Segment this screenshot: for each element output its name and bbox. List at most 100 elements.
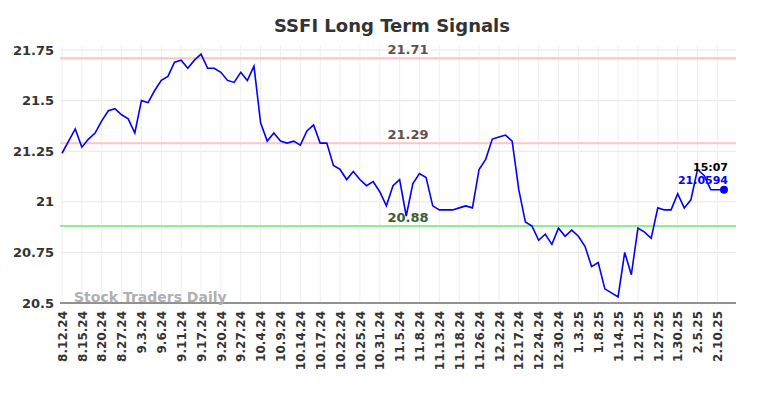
x-tick-label: 10.31.24: [373, 311, 387, 370]
x-tick: 9.20.24: [215, 303, 229, 362]
y-tick-label: 21: [36, 194, 54, 209]
x-tick-label: 1.14.25: [612, 311, 626, 362]
x-tick: 1.27.25: [652, 303, 666, 362]
x-tick: 8.27.24: [115, 303, 129, 362]
x-tick-label: 12.30.24: [552, 311, 566, 370]
x-tick-label: 1.3.25: [572, 311, 586, 354]
y-axis-line: [60, 47, 61, 304]
y-axis: 20.5 20.75 21 21.25 21.5 21.75: [13, 43, 61, 311]
level-line: [60, 57, 736, 59]
y-tick: 21: [36, 194, 60, 209]
x-tick: 9.17.24: [195, 303, 209, 362]
x-tick-label: 11.26.24: [473, 311, 487, 370]
x-tick: 11.13.24: [433, 303, 447, 370]
level-label: 20.88: [387, 210, 428, 225]
title: SSFI Long Term Signals: [274, 15, 510, 36]
x-tick-label: 10.22.24: [334, 311, 348, 370]
grid-line: [399, 46, 400, 303]
x-tick-label: 2.10.25: [711, 311, 725, 362]
grid-line: [618, 46, 619, 303]
x-tick-label: 10.17.24: [314, 311, 328, 370]
watermark: Stock Traders Daily: [74, 289, 227, 305]
x-tick: 9.3.24: [135, 303, 149, 354]
x-tick: 10.14.24: [294, 303, 308, 370]
y-tick-label: 21.25: [13, 144, 54, 159]
x-tick-label: 11.8.24: [413, 311, 427, 362]
y-tick: 21.5: [22, 93, 60, 108]
x-tick: 10.17.24: [314, 303, 328, 370]
chart: SSFI Long Term Signals 20.5 20.75 21 21.25 21…: [0, 0, 784, 398]
x-tick-label: 12.24.24: [532, 311, 546, 370]
x-tick-label: 10.25.24: [354, 311, 368, 370]
grid-line: [459, 46, 460, 303]
y-tick: 21.25: [13, 144, 60, 159]
x-tick-label: 10.14.24: [294, 311, 308, 370]
x-tick: 2.10.25: [711, 303, 725, 362]
grid-line: [260, 46, 261, 303]
price-line: [62, 54, 724, 297]
x-tick: 8.12.24: [56, 303, 70, 362]
x-tick: 2.5.25: [691, 303, 705, 354]
x-tick: 11.5.24: [393, 303, 407, 362]
x-tick: 1.3.25: [572, 303, 586, 354]
grid-line: [101, 46, 102, 303]
grid-line: [498, 46, 499, 303]
grid-line: [578, 46, 579, 303]
grid-line: [240, 46, 241, 303]
y-tick: 21.75: [13, 43, 60, 58]
grid-line: [320, 46, 321, 303]
y-tick: 20.75: [13, 245, 60, 260]
x-tick: 11.18.24: [453, 303, 467, 370]
grid-line: [62, 46, 63, 303]
level-line: [60, 225, 736, 227]
x-tick-label: 11.18.24: [453, 311, 467, 370]
x-tick: 10.9.24: [274, 303, 288, 362]
y-tick: 20.5: [22, 296, 60, 311]
x-tick-label: 12.2.24: [493, 311, 507, 362]
x-tick-label: 1.30.25: [671, 311, 685, 362]
x-tick: 12.2.24: [493, 303, 507, 362]
x-tick-label: 9.20.24: [215, 311, 229, 362]
x-tick-label: 1.27.25: [652, 311, 666, 362]
x-tick: 10.22.24: [334, 303, 348, 370]
grid-line: [538, 46, 539, 303]
grid-line: [81, 46, 82, 303]
y-tick-label: 21.5: [22, 93, 54, 108]
grid-line: [439, 46, 440, 303]
x-tick: 11.8.24: [413, 303, 427, 362]
x-tick: 9.6.24: [155, 303, 169, 354]
x-tick-label: 12.17.24: [512, 311, 526, 370]
grid-line: [161, 46, 162, 303]
grid-line: [300, 46, 301, 303]
x-tick-label: 1.8.25: [592, 311, 606, 354]
grid-line: [637, 46, 638, 303]
x-tick: 8.15.24: [76, 303, 90, 362]
grid-line: [220, 46, 221, 303]
x-tick-label: 10.4.24: [254, 311, 268, 362]
x-tick: 9.11.24: [175, 303, 189, 362]
x-tick-label: 11.13.24: [433, 311, 447, 370]
x-tick-label: 8.20.24: [95, 311, 109, 362]
level-label: 21.29: [387, 127, 428, 142]
x-tick: 12.24.24: [532, 303, 546, 370]
x-tick: 10.4.24: [254, 303, 268, 362]
grid-line: [181, 46, 182, 303]
x-tick: 1.8.25: [592, 303, 606, 354]
x-tick-label: 9.11.24: [175, 311, 189, 362]
x-tick: 12.17.24: [512, 303, 526, 370]
grid-line: [518, 46, 519, 303]
x-tick-label: 2.5.25: [691, 311, 705, 354]
level-line: [60, 142, 736, 144]
x-tick: 9.27.24: [234, 303, 248, 362]
grid-line: [657, 46, 658, 303]
x-tick: 1.30.25: [671, 303, 685, 362]
grid-line: [558, 46, 559, 303]
x-tick-label: 9.6.24: [155, 311, 169, 354]
plot-area: [60, 54, 736, 297]
y-tick-label: 20.5: [22, 296, 54, 311]
last-time: 15:07: [693, 161, 728, 174]
x-tick-label: 11.5.24: [393, 311, 407, 362]
grid-line: [340, 46, 341, 303]
grid-line: [121, 46, 122, 303]
x-tick-label: 10.9.24: [274, 311, 288, 362]
